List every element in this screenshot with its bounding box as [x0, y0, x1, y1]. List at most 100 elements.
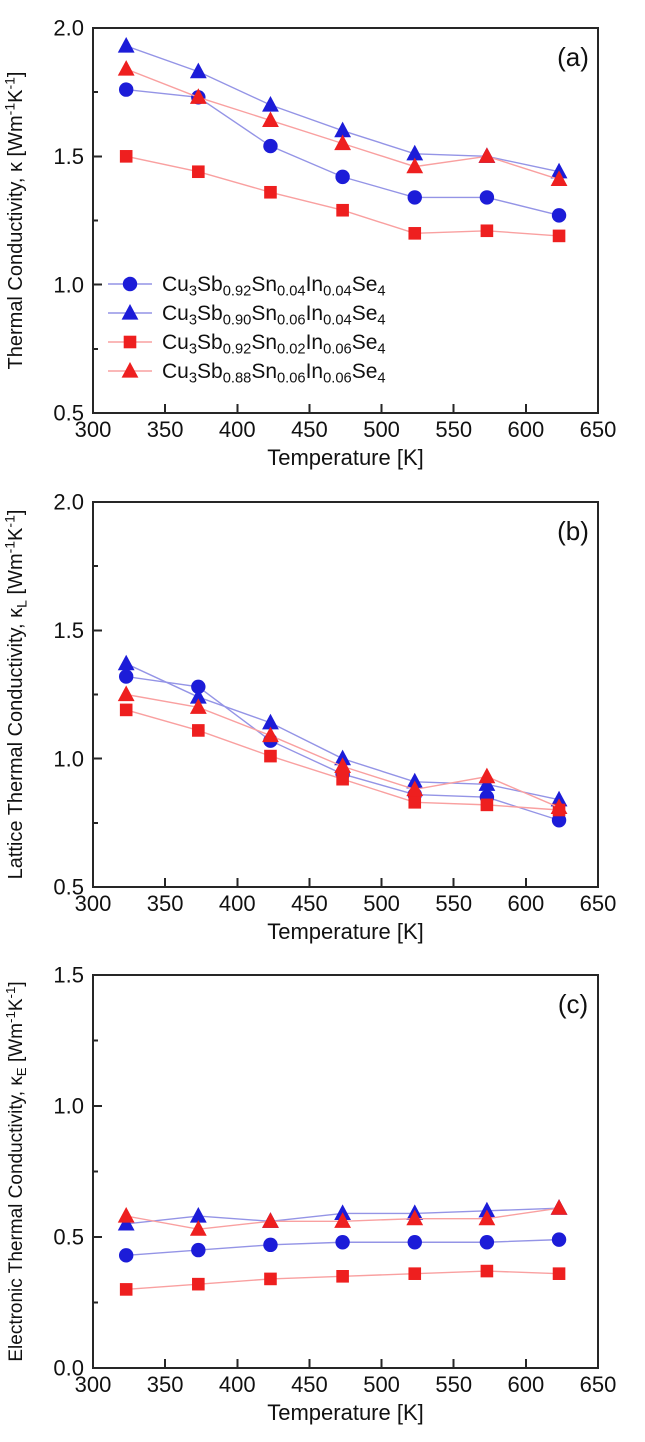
series-blue-triangle [117, 36, 568, 179]
triangle-up-marker [334, 1204, 352, 1221]
x-tick-label: 350 [147, 1372, 184, 1397]
y-tick-label: 1.0 [53, 746, 84, 771]
square-marker [119, 703, 133, 717]
circle-marker [263, 1237, 278, 1253]
square-marker [264, 185, 277, 199]
x-axis-title: Temperature [K] [267, 1400, 424, 1425]
y-tick-label: 2.0 [53, 490, 84, 515]
x-tick-label: 400 [219, 417, 256, 442]
legend-label: Cu3Sb0.92Sn0.04In0.04Se4 [162, 273, 386, 300]
circle-marker [335, 169, 350, 185]
x-tick-label: 600 [507, 891, 544, 916]
triangle-up-marker [262, 726, 279, 743]
square-marker [119, 150, 133, 163]
axis-frame [92, 501, 599, 888]
square-marker [119, 1283, 133, 1296]
plot-box [92, 501, 599, 888]
chart-panel-b: 300 350 400 450 500 550 600 650 0.5 1.0 1.5 2.0 Temp… [0, 480, 645, 960]
triangle-up-marker [189, 62, 207, 79]
triangle-up-marker [406, 1209, 424, 1226]
y-tick-label: 1.0 [53, 1094, 84, 1119]
square-marker [408, 796, 422, 809]
legend: Cu3Sb0.92Sn0.04In0.04Se4Cu3Sb0.90Sn0.06I… [108, 273, 386, 387]
panel-label: (c) [558, 989, 588, 1019]
square-marker [408, 227, 422, 240]
x-tick-label: 300 [75, 417, 112, 442]
square-marker [480, 224, 494, 238]
series-line [126, 155, 560, 237]
triangle-up-marker [550, 1199, 568, 1215]
triangle-up-marker [189, 88, 207, 104]
square-marker [480, 798, 494, 812]
x-tick-label: 400 [219, 1372, 256, 1397]
circle-marker [407, 1235, 422, 1250]
triangle-up-marker [117, 60, 135, 76]
square-marker [192, 1277, 205, 1291]
panel-label: (a) [557, 42, 589, 72]
y-tick-label: 0.5 [53, 1225, 84, 1250]
chart-a-svg: 300 350 400 450 500 550 600 650 0.5 1.0 1.5 2.0 Temp… [1, 16, 616, 470]
square-marker [408, 1267, 422, 1280]
circle-marker [551, 1232, 567, 1247]
triangle-up-marker [406, 780, 424, 797]
y-tick-label: 1.0 [53, 272, 84, 297]
chart-c-svg: 300 350 400 450 500 550 600 650 0.0 0.5 1.0 1.5 Temp… [3, 963, 617, 1425]
chart-panel-a: 300 350 400 450 500 550 600 650 0.5 1.0 1.5 2.0 Temp… [0, 0, 645, 480]
legend-label: Cu3Sb0.90Sn0.06In0.04Se4 [162, 302, 386, 329]
x-tick-label: 500 [363, 417, 400, 442]
triangle-up-marker [117, 685, 135, 702]
y-axis-title: Electronic Thermal Conductivity, κE [Wm-… [3, 981, 29, 1361]
series-line [126, 88, 560, 217]
triangle-up-marker [189, 698, 207, 714]
legend-item: Cu3Sb0.92Sn0.02In0.06Se4 [108, 331, 386, 358]
triangle-up-marker [478, 147, 496, 163]
y-tick-label: 1.5 [53, 618, 84, 643]
panel-label: (b) [557, 516, 589, 546]
x-tick-label: 300 [75, 1372, 112, 1397]
square-marker [264, 749, 277, 763]
triangle-up-marker [117, 654, 135, 671]
triangle-up-marker [334, 121, 352, 138]
triangle-up-marker [334, 134, 352, 151]
y-axis-title: Lattice Thermal Conductivity, κL [Wm-1K-… [1, 510, 29, 880]
circle-marker [407, 190, 422, 205]
y-axis-title: Thermal Conductivity, κ [Wm-1K-1] [1, 72, 27, 370]
triangle-up-marker [550, 170, 568, 187]
square-marker [192, 724, 205, 737]
x-tick-label: 450 [291, 1372, 328, 1397]
circle-marker [479, 190, 495, 205]
series-red-triangle [117, 60, 568, 187]
triangle-up-marker [117, 1214, 135, 1231]
x-tick-label: 300 [75, 891, 112, 916]
x-tick-label: 350 [147, 891, 184, 916]
x-axis-title: Temperature [K] [267, 445, 424, 470]
series-blue-circle [118, 82, 567, 223]
triangle-up-marker [262, 96, 279, 112]
series-red-square [119, 150, 566, 243]
legend-item: Cu3Sb0.90Sn0.06In0.04Se4 [108, 302, 386, 329]
square-marker [336, 203, 349, 217]
square-marker [192, 165, 205, 179]
x-tick-label: 600 [507, 1372, 544, 1397]
x-tick-label: 450 [291, 417, 328, 442]
legend-label: Cu3Sb0.92Sn0.02In0.06Se4 [162, 331, 386, 358]
y-tick-label: 0.5 [53, 401, 84, 426]
x-tick-label: 550 [435, 417, 472, 442]
circle-marker [335, 1235, 350, 1250]
series-blue-circle [118, 1232, 567, 1263]
x-tick-label: 400 [219, 891, 256, 916]
triangle-up-marker [550, 798, 568, 815]
series-red-triangle [117, 1199, 568, 1236]
series-line [125, 45, 560, 173]
circle-marker [118, 1248, 134, 1263]
triangle-up-marker [478, 767, 496, 784]
legend-label: Cu3Sb0.88Sn0.06In0.06Se4 [162, 360, 386, 387]
axis-frame [92, 974, 599, 1369]
y-tick-label: 0.0 [53, 1356, 84, 1381]
y-tick-label: 2.0 [53, 16, 84, 41]
triangle-up-marker [189, 1207, 207, 1223]
triangle-up-marker [334, 757, 352, 773]
triangle-up-marker [478, 1201, 496, 1218]
square-marker [552, 1267, 566, 1280]
